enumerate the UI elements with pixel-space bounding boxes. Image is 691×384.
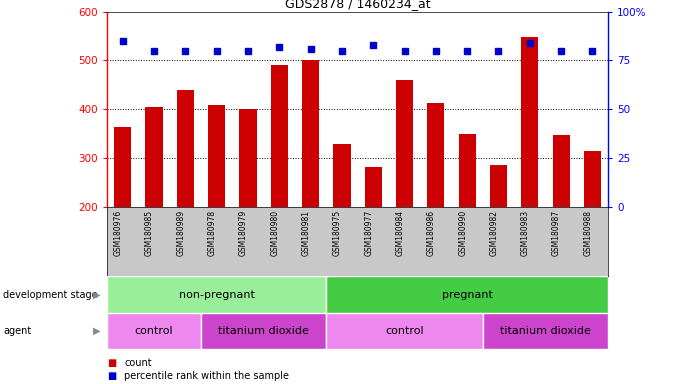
Text: GSM180990: GSM180990 <box>458 210 467 257</box>
Text: GSM180989: GSM180989 <box>176 210 185 256</box>
Bar <box>365 167 382 207</box>
Text: count: count <box>124 358 152 368</box>
Text: GSM180975: GSM180975 <box>333 210 342 257</box>
Text: GSM180976: GSM180976 <box>114 210 123 257</box>
Bar <box>521 37 538 207</box>
Text: ▶: ▶ <box>93 290 100 300</box>
Text: GSM180979: GSM180979 <box>239 210 248 257</box>
Bar <box>201 313 326 349</box>
Text: titanium dioxide: titanium dioxide <box>500 326 591 336</box>
Bar <box>302 60 319 207</box>
Text: ■: ■ <box>107 371 116 381</box>
Text: percentile rank within the sample: percentile rank within the sample <box>124 371 290 381</box>
Text: GSM180982: GSM180982 <box>489 210 498 256</box>
Bar <box>490 165 507 207</box>
Text: ■: ■ <box>107 358 116 368</box>
Bar <box>584 151 601 207</box>
Bar <box>208 104 225 207</box>
Bar <box>483 313 608 349</box>
Text: ▶: ▶ <box>93 326 100 336</box>
Bar <box>177 90 194 207</box>
Bar <box>553 136 569 207</box>
Text: GSM180988: GSM180988 <box>583 210 592 256</box>
Bar <box>396 80 413 207</box>
Text: GSM180980: GSM180980 <box>270 210 279 256</box>
Bar <box>114 127 131 207</box>
Bar <box>326 313 483 349</box>
Bar <box>107 276 326 313</box>
Text: GSM180987: GSM180987 <box>552 210 561 256</box>
Text: control: control <box>135 326 173 336</box>
Title: GDS2878 / 1460234_at: GDS2878 / 1460234_at <box>285 0 430 10</box>
Text: GSM180978: GSM180978 <box>208 210 217 256</box>
Bar <box>107 313 201 349</box>
Bar <box>459 134 476 207</box>
Text: titanium dioxide: titanium dioxide <box>218 326 309 336</box>
Text: development stage: development stage <box>3 290 98 300</box>
Text: GSM180983: GSM180983 <box>521 210 530 256</box>
Text: pregnant: pregnant <box>442 290 493 300</box>
Bar <box>271 65 288 207</box>
Text: GSM180984: GSM180984 <box>395 210 404 256</box>
Text: GSM180977: GSM180977 <box>364 210 373 257</box>
Text: GSM180985: GSM180985 <box>145 210 154 256</box>
Bar <box>427 103 444 207</box>
Bar <box>146 107 162 207</box>
Text: control: control <box>386 326 424 336</box>
Text: GSM180981: GSM180981 <box>302 210 311 256</box>
Text: agent: agent <box>3 326 32 336</box>
Text: non-pregnant: non-pregnant <box>179 290 254 300</box>
Text: GSM180986: GSM180986 <box>427 210 436 256</box>
Bar <box>333 144 350 207</box>
Bar <box>239 109 256 207</box>
Bar <box>326 276 608 313</box>
